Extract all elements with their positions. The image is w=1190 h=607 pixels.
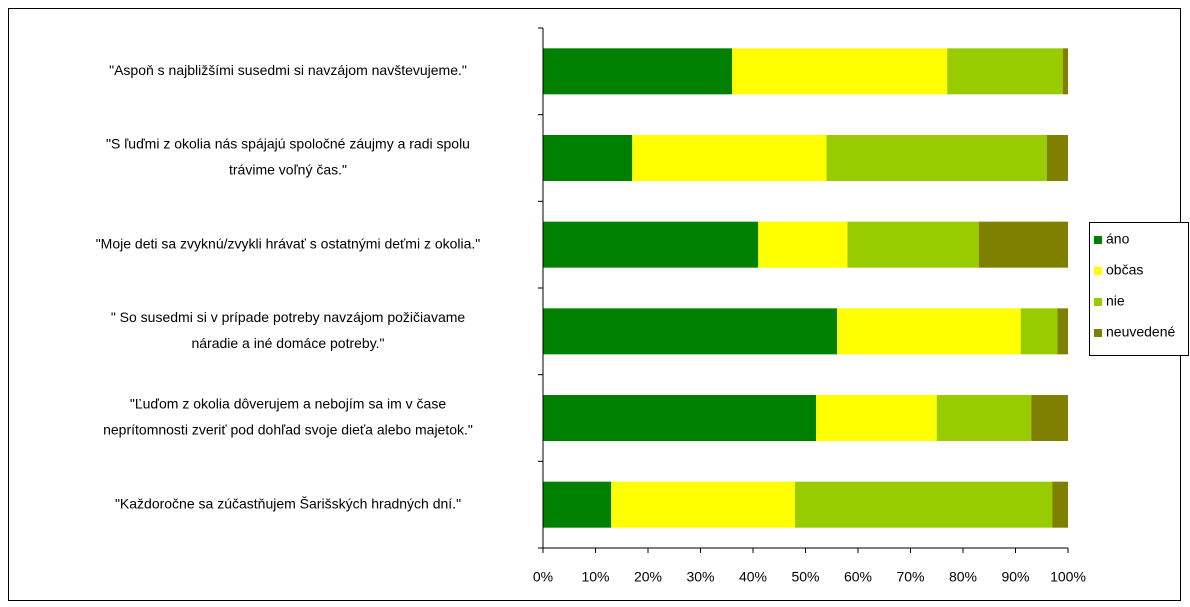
category-label: "S ľuďmi z okolia nás spájajú spoločné z… bbox=[106, 136, 470, 152]
bar-segment bbox=[947, 48, 1063, 95]
bar-segment bbox=[1047, 135, 1068, 181]
category-label: " So susedmi si v prípade potreby navzáj… bbox=[111, 309, 466, 325]
x-tick-label: 50% bbox=[791, 569, 819, 585]
bar-segment bbox=[543, 48, 732, 95]
x-tick-label: 90% bbox=[1001, 569, 1029, 585]
legend-swatch bbox=[1094, 298, 1102, 306]
bar-segment bbox=[632, 135, 827, 181]
bar-segment bbox=[847, 221, 979, 268]
x-tick-label: 100% bbox=[1050, 569, 1086, 585]
bar-segment bbox=[758, 221, 848, 268]
bar-segment bbox=[1031, 395, 1068, 441]
category-label: "Aspoň s najbližšími susedmi si navzájom… bbox=[109, 62, 467, 78]
legend-label: neuvedené bbox=[1106, 324, 1176, 340]
bar-segment bbox=[543, 308, 837, 355]
legend-label: nie bbox=[1106, 293, 1125, 309]
x-tick-label: 40% bbox=[739, 569, 767, 585]
bar-segment bbox=[1020, 308, 1058, 355]
category-label: náradie a iné domáce potreby." bbox=[191, 335, 384, 351]
legend-box bbox=[1089, 222, 1189, 356]
legend-label: občas bbox=[1106, 262, 1143, 278]
category-label: "Každoročne sa zúčastňujem Šarišských hr… bbox=[115, 495, 461, 511]
x-tick-label: 20% bbox=[634, 569, 662, 585]
legend-swatch bbox=[1094, 267, 1102, 275]
legend-swatch bbox=[1094, 329, 1102, 337]
bar-segment bbox=[543, 481, 612, 528]
bar-segment bbox=[795, 481, 1053, 528]
legend-swatch bbox=[1094, 236, 1102, 244]
category-label: "Moje deti sa zvyknú/zvykli hrávať s ost… bbox=[96, 235, 481, 251]
bar-segment bbox=[732, 48, 948, 95]
bar-segment bbox=[837, 308, 1021, 355]
bar-segment bbox=[826, 135, 1047, 181]
bar-segment bbox=[816, 395, 937, 441]
bar-segment bbox=[1052, 481, 1068, 528]
bar-segment bbox=[936, 395, 1032, 441]
bar-segment bbox=[543, 395, 816, 441]
x-tick-label: 10% bbox=[581, 569, 609, 585]
x-tick-label: 60% bbox=[844, 569, 872, 585]
legend-label: áno bbox=[1106, 231, 1130, 247]
bar-segment bbox=[543, 135, 633, 181]
x-tick-label: 30% bbox=[686, 569, 714, 585]
category-label: neprítomnosti zveriť pod dohľad svoje di… bbox=[103, 422, 473, 438]
bar-segment bbox=[1062, 48, 1068, 95]
x-tick-label: 70% bbox=[896, 569, 924, 585]
bar-segment bbox=[978, 221, 1068, 268]
bar-segment bbox=[1057, 308, 1068, 355]
bar-segment bbox=[543, 221, 759, 268]
x-tick-label: 80% bbox=[949, 569, 977, 585]
bar-segment bbox=[611, 481, 795, 528]
category-label: "Ľuďom z okolia dôverujem a nebojím sa i… bbox=[130, 396, 446, 412]
x-tick-label: 0% bbox=[533, 569, 553, 585]
category-label: trávime voľný čas." bbox=[229, 162, 347, 178]
